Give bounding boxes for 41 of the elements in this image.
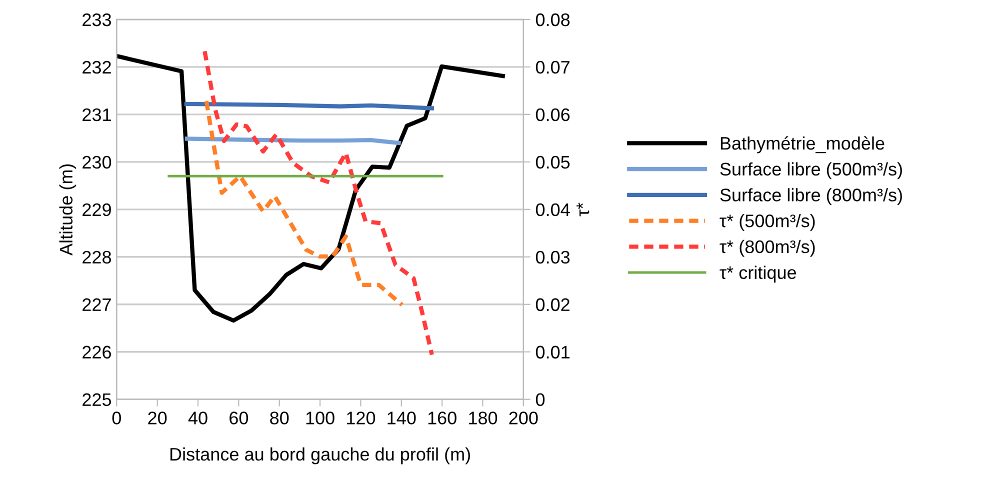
y-tick-label: 227 [82, 298, 111, 311]
x-tick-label: 200 [509, 412, 538, 424]
y2-tick-label: 0.06 [536, 108, 570, 122]
y2-tick-label: 0.04 [536, 203, 570, 216]
y2-axis-title: τ* [576, 202, 590, 216]
line-series [204, 99, 404, 307]
legend-label: τ* critique [720, 266, 796, 283]
x-tick-label: 140 [388, 412, 416, 424]
x-axis-title: Distance au bord gauche du profil (m) [170, 447, 470, 464]
legend-label: Surface libre (800m³/s) [720, 188, 902, 205]
y2-tick-label: 0.07 [536, 60, 570, 74]
x-tick-label: 100 [306, 412, 334, 424]
x-tick-label: 80 [270, 412, 289, 424]
legend-label: Surface libre (500m³/s) [720, 162, 902, 180]
x-tick-label: 60 [230, 412, 248, 424]
y-tick-label: 225 [82, 393, 112, 406]
x-tick-label: 160 [428, 412, 456, 424]
y-tick-label: 229 [82, 203, 111, 216]
y-tick-label: 232 [82, 60, 111, 74]
legend-label: τ* (800m³/s) [720, 240, 815, 257]
y2-tick-label: 0.05 [536, 156, 570, 169]
legend-label: Bathymétrie_modèle [720, 136, 884, 154]
y2-tick-label: 0.02 [536, 298, 570, 312]
y2-tick-label: 0.03 [536, 250, 570, 264]
y-tick-label: 231 [82, 108, 111, 122]
line-series [202, 49, 434, 357]
x-tick-label: 120 [347, 412, 376, 424]
x-tick-label: 180 [469, 412, 498, 424]
line-series [116, 54, 505, 323]
x-tick-label: 20 [148, 412, 167, 424]
x-tick-label: 0 [112, 412, 121, 424]
y2-tick-label: 0 [536, 393, 545, 406]
legend-label: τ* (500m³/s) [720, 214, 815, 231]
y-tick-label: 230 [82, 156, 112, 169]
y-tick-label: 233 [82, 13, 111, 26]
y-tick-label: 226 [82, 346, 111, 359]
x-tick-label: 40 [188, 412, 208, 424]
y2-tick-label: 0.01 [536, 346, 570, 359]
y-tick-label: 228 [82, 250, 112, 264]
y2-tick-label: 0.08 [536, 13, 570, 26]
y-axis-title: Altitude (m) [59, 164, 76, 256]
